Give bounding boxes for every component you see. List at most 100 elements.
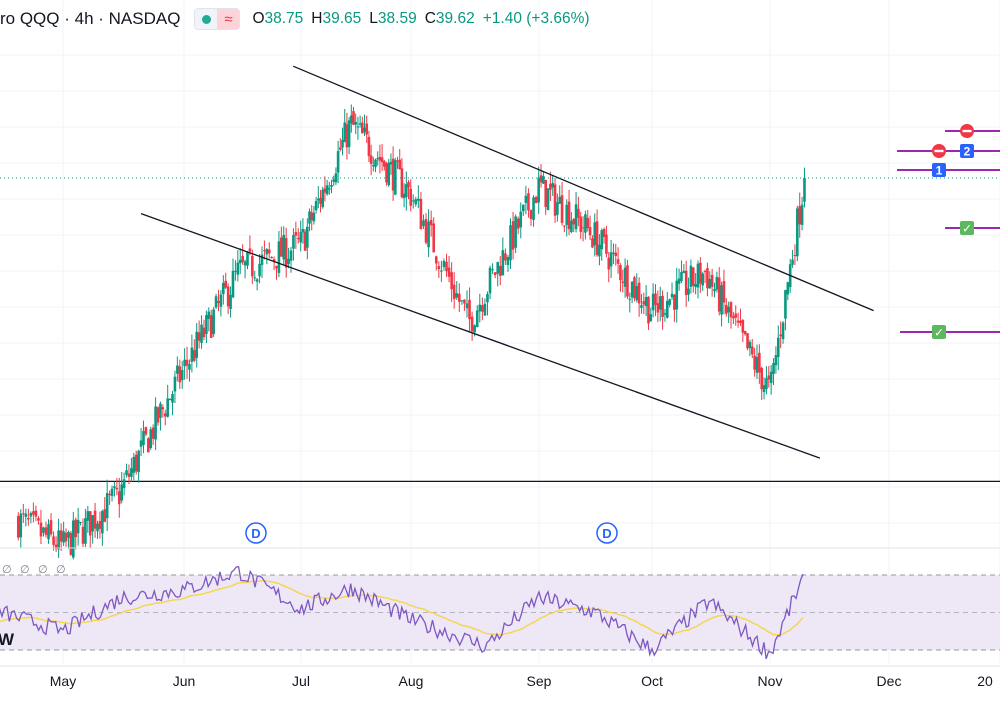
candle-body (586, 217, 590, 229)
order-number-box (960, 144, 974, 158)
candle-body (666, 300, 669, 318)
rsi-line (0, 565, 804, 660)
order-number-badge: 2 (960, 144, 974, 159)
candle-body (81, 526, 85, 544)
candle-body (501, 250, 505, 276)
order-number-badge: 1 (932, 163, 946, 178)
candle-body (178, 366, 182, 383)
candle-body (303, 231, 307, 251)
check-icon-box (960, 221, 974, 235)
candle-body (570, 220, 573, 233)
candle-body (171, 394, 174, 403)
candle-body (549, 183, 552, 190)
candle-body (117, 491, 121, 505)
candle-body (710, 274, 714, 287)
wave-icon[interactable]: ≈ (217, 9, 240, 29)
candle-body (455, 293, 459, 298)
check-icon: ✓ (932, 325, 946, 340)
order-number-label: 1 (936, 164, 943, 178)
candle-body (427, 221, 430, 248)
candle-body (98, 521, 102, 529)
candle-body (190, 347, 194, 362)
candle-body (108, 493, 111, 496)
candle-body (593, 222, 597, 246)
candle-body (758, 352, 761, 373)
candle-body (720, 285, 723, 315)
candle-body (389, 161, 393, 165)
candle-body (76, 519, 80, 534)
candle-body (579, 216, 583, 232)
candle-body (394, 160, 397, 195)
candle-body (748, 341, 752, 349)
candle-body (654, 293, 657, 305)
candle-body (156, 407, 160, 423)
stop-icon (932, 144, 946, 158)
candle-body (236, 262, 240, 275)
candle-body (137, 450, 140, 473)
candle-body (234, 270, 237, 272)
candle-body (563, 225, 566, 227)
candle-body (270, 257, 273, 259)
candle-body (339, 147, 342, 150)
open-value: 38.75 (264, 10, 304, 27)
candle-body (532, 197, 535, 221)
candle-body (166, 398, 169, 417)
candle-body (139, 440, 143, 447)
candle-body (591, 238, 594, 248)
candle-body (323, 188, 327, 193)
candle-body (647, 296, 650, 324)
stop-icon (960, 124, 974, 138)
candle-body (491, 269, 494, 271)
candle-body (330, 185, 333, 187)
symbol-title[interactable]: ro QQQ · 4h · NASDAQ (0, 9, 181, 28)
candle-body (635, 286, 639, 301)
candle-body (212, 309, 215, 335)
candle-body (149, 429, 153, 449)
candle-body (398, 159, 402, 170)
candle-body (463, 299, 466, 304)
candle-body (192, 350, 196, 361)
candle-body (588, 227, 592, 236)
candle-body (746, 333, 749, 349)
candle-body (341, 139, 344, 148)
candle-body (180, 369, 184, 381)
candle-body (598, 244, 601, 257)
rsi-moving-average (0, 580, 804, 636)
candle-body (369, 155, 373, 164)
candle-body (689, 265, 693, 287)
candle-body (776, 337, 780, 358)
candle-body (372, 165, 375, 167)
candle-body (701, 273, 705, 286)
candle-body (546, 188, 550, 210)
ohlc-readout: O38.75 H39.65 L38.59 C39.62 +1.40 (+3.66… (252, 10, 589, 28)
market-open-icon[interactable] (195, 9, 218, 29)
candle-body (649, 314, 653, 322)
candle-body (630, 281, 634, 298)
close-value: 39.62 (435, 10, 475, 27)
candle-body (142, 430, 145, 446)
candle-body (542, 176, 545, 184)
dividend-label: D (251, 526, 260, 541)
candle-body (385, 163, 388, 183)
candle-body (715, 276, 719, 290)
candle-body (202, 327, 206, 338)
candle-body (668, 299, 671, 305)
candle-body (481, 305, 484, 312)
candle-body (574, 204, 578, 230)
candle-body (378, 156, 382, 161)
candle-body (696, 263, 700, 288)
candle-body (755, 356, 759, 373)
candle-body (130, 468, 133, 477)
candle-body (651, 293, 655, 311)
candle-body (637, 282, 641, 304)
candle-body (429, 219, 433, 226)
candle-body (772, 362, 775, 374)
x-axis-tick-label: Nov (758, 673, 783, 689)
candle-body (183, 359, 186, 367)
candle-body (595, 221, 599, 255)
status-pill[interactable]: ≈ (194, 8, 241, 30)
candle-body (762, 385, 766, 392)
x-axis-tick-label: Jul (292, 673, 310, 689)
